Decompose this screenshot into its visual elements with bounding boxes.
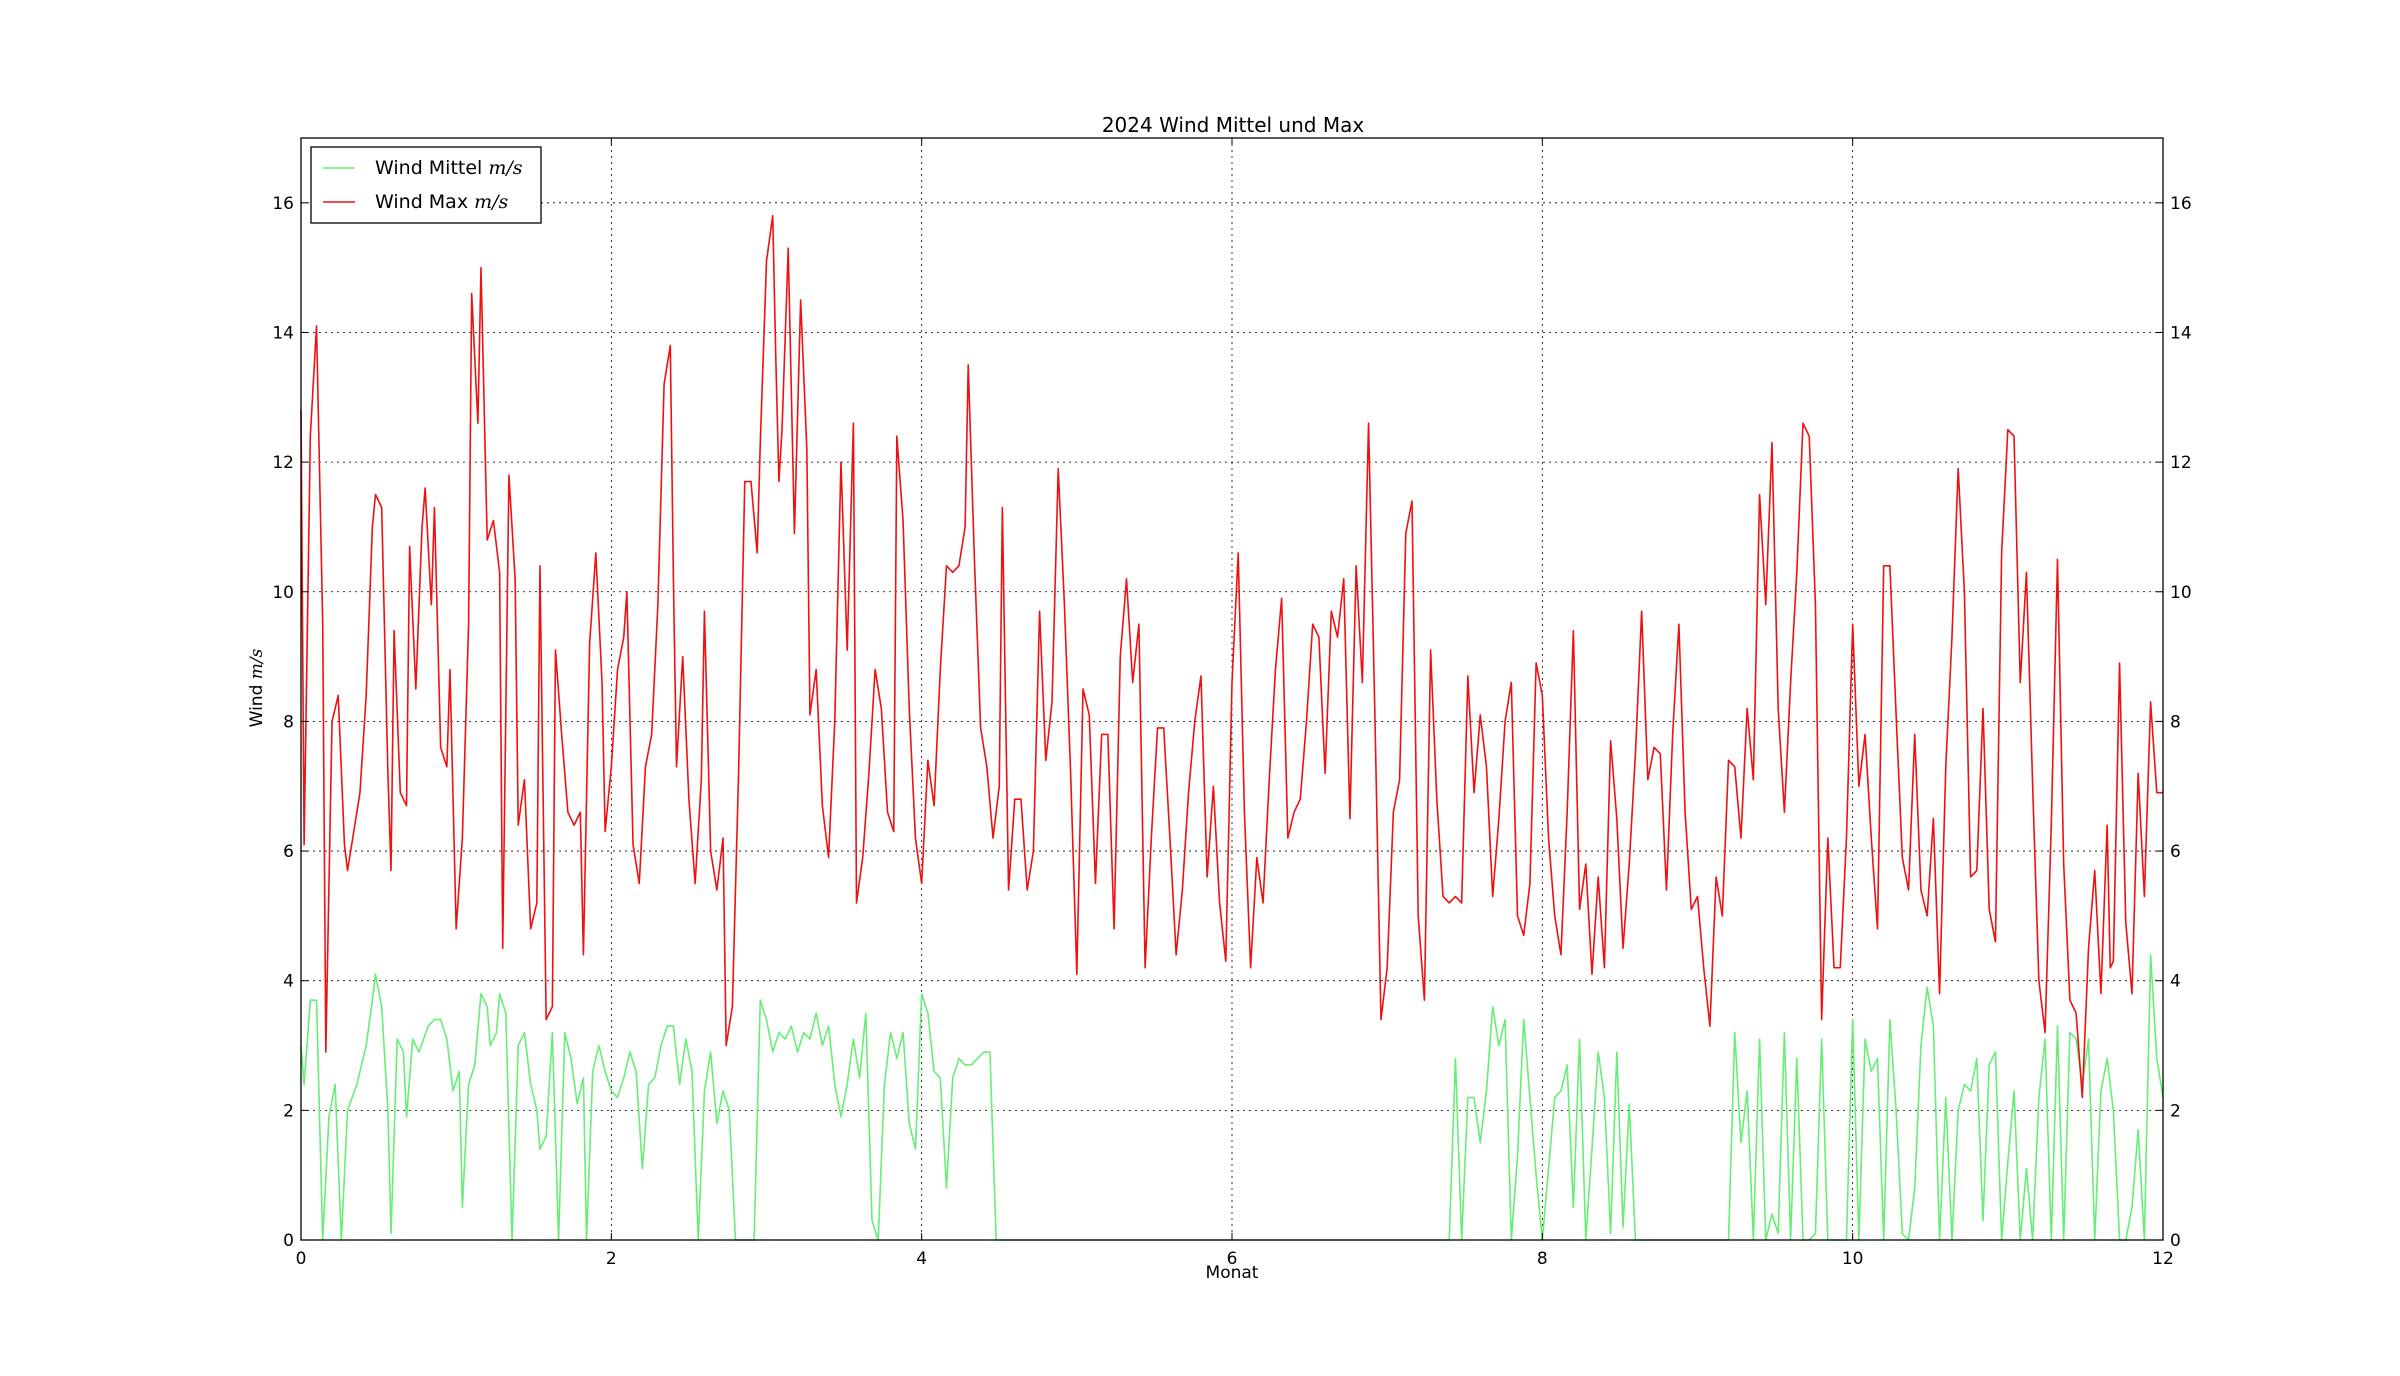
y-tick-label-right: 0 <box>2170 1231 2181 1251</box>
y-tick-label-right: 12 <box>2170 453 2192 473</box>
chart-title: 2024 Wind Mittel und Max <box>1102 113 1365 137</box>
legend-label-wind-mittel-name: Wind Mittel <box>375 157 482 179</box>
y-tick-label: 4 <box>283 972 294 992</box>
x-tick-label: 0 <box>296 1249 307 1269</box>
x-tick-label: 12 <box>2152 1249 2174 1269</box>
y-tick-label: 16 <box>272 194 294 214</box>
y-axis-label-prefix: Wind <box>247 685 267 728</box>
legend-label-wind-max: Wind Max m/s <box>375 191 509 213</box>
x-tick-label: 2 <box>606 1249 617 1269</box>
legend: Wind Mittel m/s Wind Max m/s <box>310 146 542 224</box>
y-tick-label: 14 <box>272 323 294 343</box>
y-tick-label-right: 2 <box>2170 1101 2181 1121</box>
legend-label-wind-mittel: Wind Mittel m/s <box>375 157 523 179</box>
grid <box>301 138 2163 1240</box>
y-tick-label-right: 6 <box>2170 842 2181 862</box>
y-axis-label-unit: m/s <box>247 648 267 679</box>
y-tick-label-right: 4 <box>2170 972 2181 992</box>
y-tick-label: 10 <box>272 583 294 603</box>
y-axis-label: Wind m/s <box>247 648 267 727</box>
y-tick-label-right: 14 <box>2170 323 2192 343</box>
legend-label-wind-max-name: Wind Max <box>375 191 468 213</box>
x-tick-label: 8 <box>1537 1249 1548 1269</box>
legend-box <box>310 146 542 224</box>
y-tick-label: 8 <box>283 712 294 732</box>
legend-label-wind-mittel-unit: m/s <box>488 157 522 179</box>
series-line-wind-max <box>300 214 2163 1099</box>
x-tick-label: 10 <box>1842 1249 1864 1269</box>
y-tick-label: 0 <box>283 1231 294 1251</box>
y-tick-label-right: 16 <box>2170 194 2192 214</box>
x-tick-label: 4 <box>916 1249 927 1269</box>
y-tick-label: 2 <box>283 1101 294 1121</box>
x-axis-label: Monat <box>1206 1263 1259 1283</box>
x-tick-label: 6 <box>1227 1249 1238 1269</box>
y-tick-label-right: 8 <box>2170 712 2181 732</box>
legend-label-wind-max-unit: m/s <box>474 191 508 213</box>
y-tick-label: 12 <box>272 453 294 473</box>
y-tick-label-right: 10 <box>2170 583 2192 603</box>
y-tick-label: 6 <box>283 842 294 862</box>
